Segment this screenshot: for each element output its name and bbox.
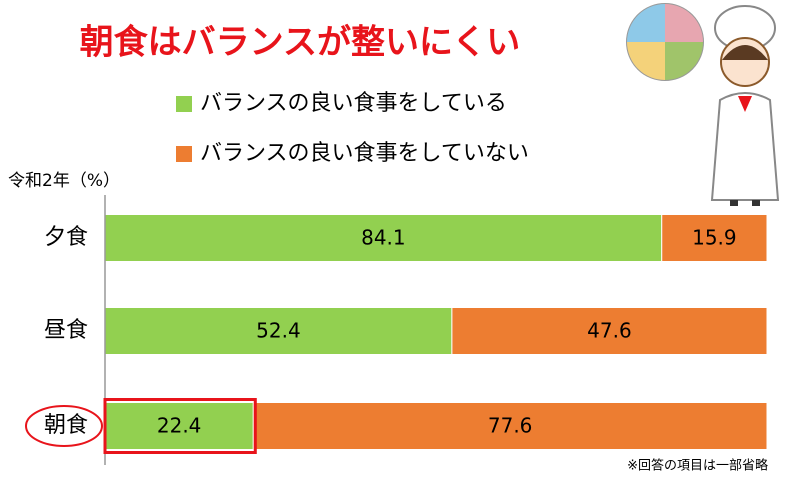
highlight-ellipse [25, 405, 103, 447]
y-tick-label: 昼食 [44, 318, 88, 343]
data-label: 52.4 [256, 319, 301, 343]
data-label: 15.9 [692, 226, 737, 250]
bar-segment [252, 402, 768, 450]
y-tick-label: 朝食 [44, 413, 88, 438]
y-tick-label: 夕食 [44, 225, 88, 250]
chart-title: 朝食はバランスが整いにくい [80, 23, 521, 63]
bar-segment [104, 307, 453, 355]
legend-swatch [176, 146, 192, 162]
legend-label: バランスの良い食事をしている [200, 91, 507, 116]
bar-segment [661, 214, 768, 262]
data-label: 84.1 [361, 226, 406, 250]
legend-label: バランスの良い食事をしていない [200, 141, 529, 166]
bar-segment [451, 307, 768, 355]
highlight-box [103, 398, 257, 454]
data-label: 47.6 [587, 319, 632, 343]
bar-segment [104, 402, 254, 450]
note: ※回答の項目は一部省略 [627, 458, 768, 474]
data-label: 77.6 [488, 414, 533, 438]
illustration [626, 3, 780, 206]
axis-label: 令和2年（%） [8, 171, 120, 191]
legend-swatch [176, 96, 192, 112]
data-label: 22.4 [157, 414, 202, 438]
